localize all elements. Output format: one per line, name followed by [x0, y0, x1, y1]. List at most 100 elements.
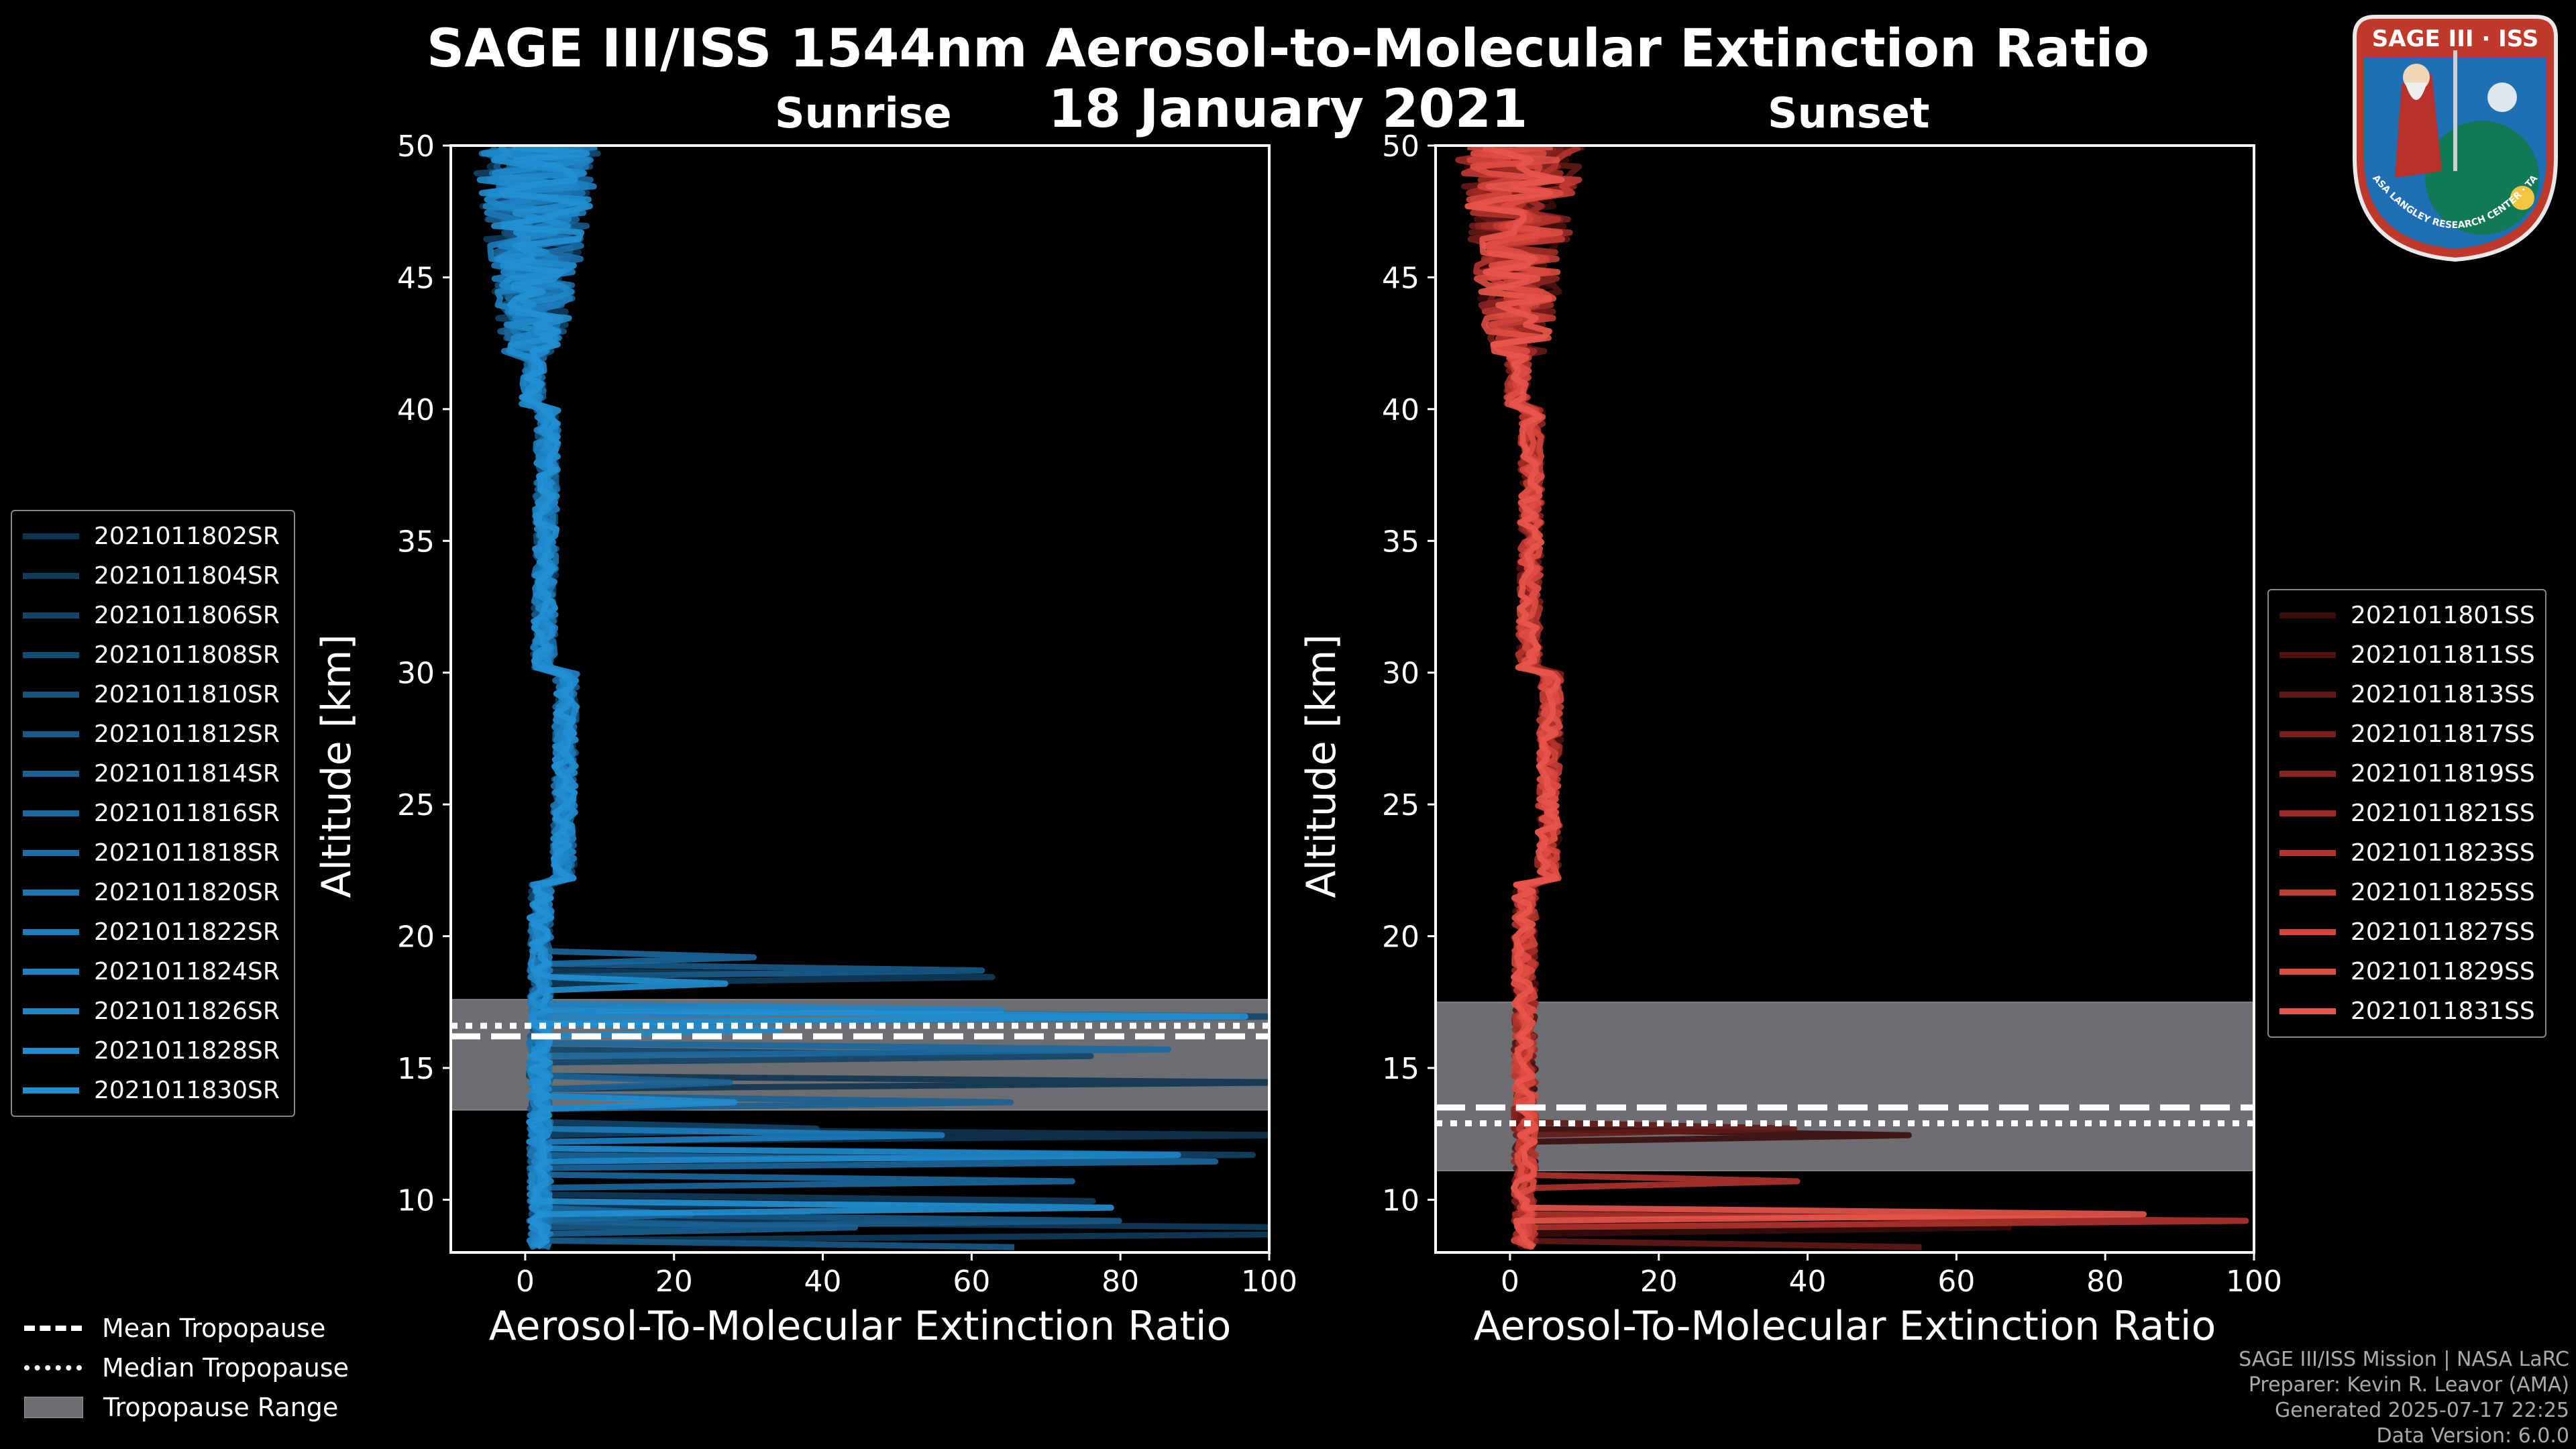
legend-item: 2021011812SR — [12, 714, 294, 754]
legend-label: 2021011824SR — [94, 958, 280, 985]
legend-item: 2021011828SR — [12, 1031, 294, 1071]
sunrise-ytick-label: 30 — [397, 657, 435, 691]
legend-swatch — [23, 692, 79, 698]
sunrise-ytick-label: 35 — [397, 525, 435, 559]
legend-label: 2021011819SS — [2351, 760, 2535, 788]
legend-label: 2021011817SS — [2351, 720, 2535, 748]
sunset-profile-2021011831SS — [1465, 146, 2147, 1250]
legend-item: 2021011804SR — [12, 556, 294, 596]
legend-item: 2021011821SS — [2269, 794, 2545, 833]
legend-item: 2021011829SS — [2269, 952, 2545, 991]
legend-label: 2021011806SR — [94, 602, 280, 629]
legend-item: 2021011817SS — [2269, 714, 2545, 754]
sunrise-ytick-label: 10 — [397, 1183, 435, 1218]
mean-tropopause-label: Mean Tropopause — [102, 1313, 326, 1343]
legend-swatch — [2279, 652, 2336, 658]
legend-label: 2021011801SS — [2351, 602, 2535, 629]
tropopause-range-label: Tropopause Range — [103, 1392, 339, 1422]
sunrise-profile-2021011830SR — [491, 146, 1248, 1250]
footer-generated: Generated 2025-07-17 22:25 — [2274, 1399, 2569, 1422]
tropopause-legend: Mean Tropopause Median Tropopause Tropop… — [24, 1308, 349, 1427]
legend-label: 2021011814SR — [94, 760, 280, 788]
legend-label: 2021011820SR — [94, 879, 280, 906]
sunset-plot: 0 20 40 60 80 100 10 15 20 25 30 35 40 45 50 Aerosol-To… — [1298, 129, 2282, 1350]
legend-swatch — [23, 573, 79, 579]
legend-swatch — [23, 533, 79, 539]
legend-item: 2021011808SR — [12, 635, 294, 675]
legend-swatch — [23, 731, 79, 737]
sunset-ytick-label: 10 — [1382, 1183, 1419, 1218]
legend-label: 2021011829SS — [2351, 958, 2535, 985]
footer-mission: SAGE III/ISS Mission | NASA LaRC — [2239, 1348, 2569, 1371]
legend-swatch — [23, 850, 79, 856]
sunset-xtick-label: 100 — [2226, 1265, 2282, 1299]
footer-preparer: Preparer: Kevin R. Leavor (AMA) — [2248, 1373, 2569, 1397]
sunset-ytick-label: 15 — [1382, 1052, 1419, 1086]
legend-swatch — [2279, 612, 2336, 619]
sunset-xtick-label: 60 — [1937, 1265, 1975, 1299]
legend-swatch — [2279, 969, 2336, 975]
sunrise-xtick-label: 80 — [1102, 1265, 1139, 1299]
legend-label: 2021011802SR — [94, 523, 280, 550]
sunset-tropopause-range — [1435, 1002, 2255, 1171]
legend-label: 2021011831SS — [2351, 998, 2535, 1025]
legend-label: 2021011827SS — [2351, 918, 2535, 946]
legend-label: 2021011811SS — [2351, 641, 2535, 669]
sunrise-profiles — [474, 146, 1269, 1250]
sage-iii-iss-mission-patch: SAGE III · ISS BALL · NASA LANGLEY RESEA… — [2341, 10, 2558, 262]
sunrise-xtick-label: 60 — [953, 1265, 990, 1299]
legend-label: 2021011818SR — [94, 839, 280, 867]
median-tropopause-label: Median Tropopause — [102, 1352, 349, 1383]
legend-label: 2021011825SS — [2351, 879, 2535, 906]
legend-swatch — [23, 810, 79, 816]
sunset-ytick-label: 40 — [1382, 393, 1419, 427]
legend-item: 2021011827SS — [2269, 912, 2545, 952]
sunset-legend: 2021011801SS 2021011811SS 2021011813SS 2021… — [2267, 589, 2546, 1038]
legend-label: 2021011812SR — [94, 720, 280, 748]
legend-item: 2021011819SS — [2269, 754, 2545, 794]
legend-item: 2021011826SR — [12, 991, 294, 1031]
legend-item: 2021011820SR — [12, 873, 294, 912]
legend-item: 2021011824SR — [12, 952, 294, 991]
legend-swatch — [23, 890, 79, 896]
footer-version: Data Version: 6.0.0 — [2376, 1424, 2569, 1448]
legend-swatch — [23, 1048, 79, 1054]
legend-swatch — [2279, 771, 2336, 777]
legend-label: 2021011804SR — [94, 562, 280, 590]
patch-title: SAGE III · ISS — [2372, 25, 2538, 52]
sunrise-plot: 0 20 40 60 80 100 10 15 20 25 30 35 40 45 50 Aerosol-To… — [313, 129, 1297, 1350]
sunrise-xtick-label: 100 — [1241, 1265, 1297, 1299]
sunset-ytick-label: 25 — [1382, 788, 1419, 822]
legend-swatch — [2279, 850, 2336, 856]
legend-label: 2021011821SS — [2351, 800, 2535, 827]
legend-swatch — [23, 1087, 79, 1093]
sunrise-xtick-label: 40 — [804, 1265, 842, 1299]
legend-item: 2021011806SR — [12, 596, 294, 635]
legend-swatch — [23, 929, 79, 935]
sunset-ytick-label: 35 — [1382, 525, 1419, 559]
sunset-profiles — [1455, 146, 2249, 1250]
legend-label: 2021011816SR — [94, 800, 280, 827]
sunrise-subtitle: Sunrise — [775, 89, 952, 138]
sunset-subtitle: Sunset — [1768, 89, 1930, 138]
legend-item: 2021011802SR — [12, 517, 294, 556]
sunrise-ytick-label: 15 — [397, 1052, 435, 1086]
sunrise-xaxis-label: Aerosol-To-Molecular Extinction Ratio — [489, 1303, 1232, 1350]
sunrise-ytick-label: 45 — [397, 261, 435, 295]
legend-item: 2021011814SR — [12, 754, 294, 794]
legend-item: 2021011818SR — [12, 833, 294, 873]
legend-swatch — [2279, 929, 2336, 935]
sunrise-ytick-label: 50 — [397, 129, 435, 164]
legend-label: 2021011822SR — [94, 918, 280, 946]
legend-label: 2021011823SS — [2351, 839, 2535, 867]
legend-label: 2021011830SR — [94, 1077, 280, 1104]
legend-item: 2021011801SS — [2269, 596, 2545, 635]
legend-item: 2021011830SR — [12, 1071, 294, 1110]
dotted-line-swatch — [24, 1364, 82, 1371]
legend-item: 2021011816SR — [12, 794, 294, 833]
legend-swatch — [23, 652, 79, 658]
sunset-ytick-label: 50 — [1382, 129, 1419, 164]
footer-credits: SAGE III/ISS Mission | NASA LaRC Prepare… — [2239, 1347, 2569, 1449]
date-title: 18 January 2021 — [1048, 79, 1528, 140]
sunset-xtick-label: 20 — [1640, 1265, 1678, 1299]
